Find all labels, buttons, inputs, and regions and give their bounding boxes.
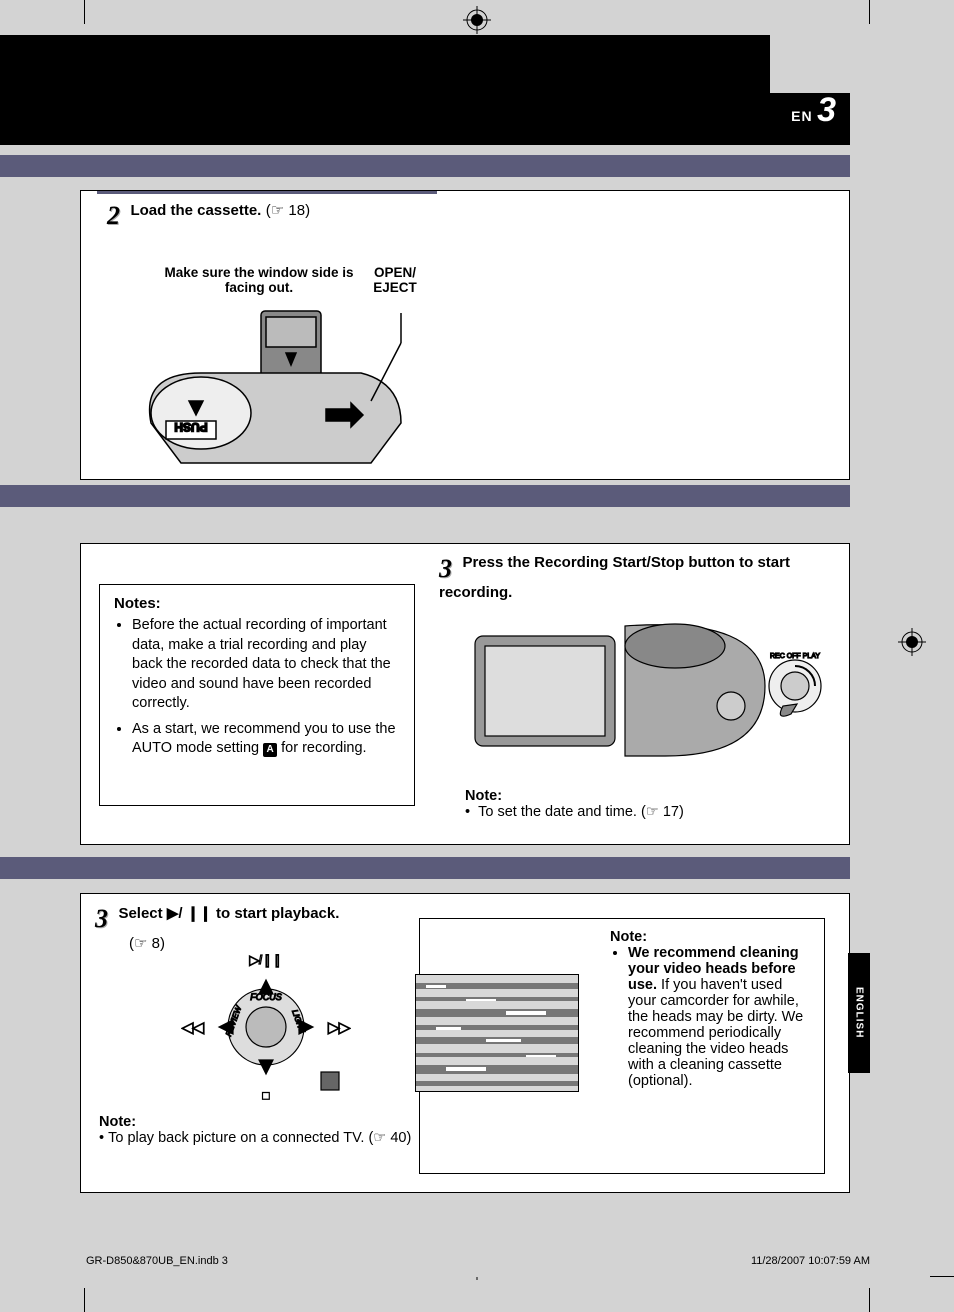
svg-text:◀◀: ◀◀	[181, 1019, 204, 1035]
playback-ref: (☞ 8)	[129, 934, 425, 952]
tv-note-text: To play back picture on a connected TV. …	[108, 1130, 411, 1146]
step-3-recording: 3 Press the Recording Start/Stop button …	[439, 554, 839, 602]
footer-right: 11/28/2007 10:07:59 AM	[751, 1255, 870, 1267]
note-datetime-text: To set the date and time. (☞ 17)	[478, 804, 684, 820]
caption-open-eject: OPEN/ EJECT	[355, 265, 435, 295]
footer-left: GR-D850&870UB_EN.indb 3	[86, 1255, 228, 1267]
recording-datetime-note: Note: • To set the date and time. (☞ 17)	[465, 788, 845, 820]
step-3-play-title: Select ▶/ ❙❙ to start playback.	[118, 905, 339, 922]
caption-window-side: Make sure the window side is facing out.	[159, 265, 359, 295]
section-bar	[0, 857, 850, 879]
svg-text:FOCUS: FOCUS	[250, 992, 282, 1002]
step-3-playback: 3 Select ▶/ ❙❙ to start playback. (☞ 8)	[95, 904, 425, 952]
crop-mark	[869, 1288, 870, 1312]
page-lang: EN	[791, 108, 812, 124]
cassette-figure: Make sure the window side is facing out.…	[101, 251, 441, 451]
t-pre: Select	[118, 905, 166, 922]
svg-text:■: ■	[262, 1087, 270, 1102]
panel-playback: 3 Select ▶/ ❙❙ to start playback. (☞ 8) …	[80, 893, 850, 1193]
svg-text:▶/❙❙: ▶/❙❙	[249, 953, 283, 968]
registration-mark-top	[463, 6, 491, 34]
cassette-illustration-icon: PUSH	[111, 303, 421, 483]
note2-post: for recording.	[277, 740, 366, 756]
panel-recording: Notes: Before the actual recording of im…	[80, 543, 850, 845]
panel-load-cassette: 2 Load the cassette. (☞ 18) Make sure th…	[80, 190, 850, 480]
recording-notes-box: Notes: Before the actual recording of im…	[99, 584, 415, 806]
playback-tv-note: Note: • To play back picture on a connec…	[99, 1114, 415, 1146]
cleaning-note-item: We recommend cleaning your video heads b…	[628, 945, 812, 1089]
cleaning-body: If you haven't used your camcorder for a…	[628, 977, 803, 1089]
step-2-line: 2 Load the cassette. (☞ 18)	[81, 191, 849, 235]
note-heading: Note:	[99, 1114, 415, 1130]
t-post: to start playback.	[212, 905, 340, 922]
step-number-2-icon: 2	[107, 201, 120, 231]
note-heading: Note:	[465, 788, 845, 804]
svg-text:▶▶: ▶▶	[327, 1019, 351, 1035]
step-number-3-icon: 3	[439, 554, 452, 584]
notes-heading: Notes:	[114, 595, 400, 612]
section-bar	[0, 155, 850, 177]
step-2-title: Load the cassette.	[130, 202, 261, 219]
print-footer: GR-D850&870UB_EN.indb 3 11/28/2007 10:07…	[86, 1255, 870, 1267]
crop-mark	[84, 0, 85, 24]
svg-text:REC OFF PLAY: REC OFF PLAY	[770, 653, 820, 660]
note-heading: Note:	[610, 929, 812, 945]
control-dial-icon: ▶/❙❙ ◀◀ ▶▶ ■ FOCUS REVIEW LIGHT	[181, 952, 351, 1102]
camcorder-recording-icon: REC OFF PLAY	[465, 606, 825, 784]
step-3-rec-title: Press the Recording Start/Stop button to…	[439, 554, 790, 601]
crop-mark	[84, 1288, 85, 1312]
manual-page: EN 3 2 Load the cassette. (☞ 18) Make su…	[0, 35, 870, 1277]
svg-text:PUSH: PUSH	[174, 420, 207, 434]
recording-note-1: Before the actual recording of important…	[132, 616, 400, 714]
page-number: EN 3	[770, 93, 850, 145]
registration-mark-right	[898, 628, 926, 656]
crop-mark	[869, 0, 870, 24]
page-n: 3	[817, 91, 836, 129]
auto-mode-badge-icon: A	[263, 743, 277, 757]
recording-note-2: As a start, we recommend you to use the …	[132, 720, 400, 759]
step-number-3-icon: 3	[95, 904, 108, 934]
header-black-band	[0, 35, 770, 145]
crop-mark	[930, 1276, 954, 1277]
play-pause-symbols-icon: ▶/ ❙❙	[167, 905, 212, 922]
noisy-playback-image-icon	[415, 974, 579, 1092]
step-2-ref: (☞ 18)	[266, 202, 310, 219]
language-tab: ENGLISH	[848, 953, 870, 1073]
section-bar	[0, 485, 850, 507]
